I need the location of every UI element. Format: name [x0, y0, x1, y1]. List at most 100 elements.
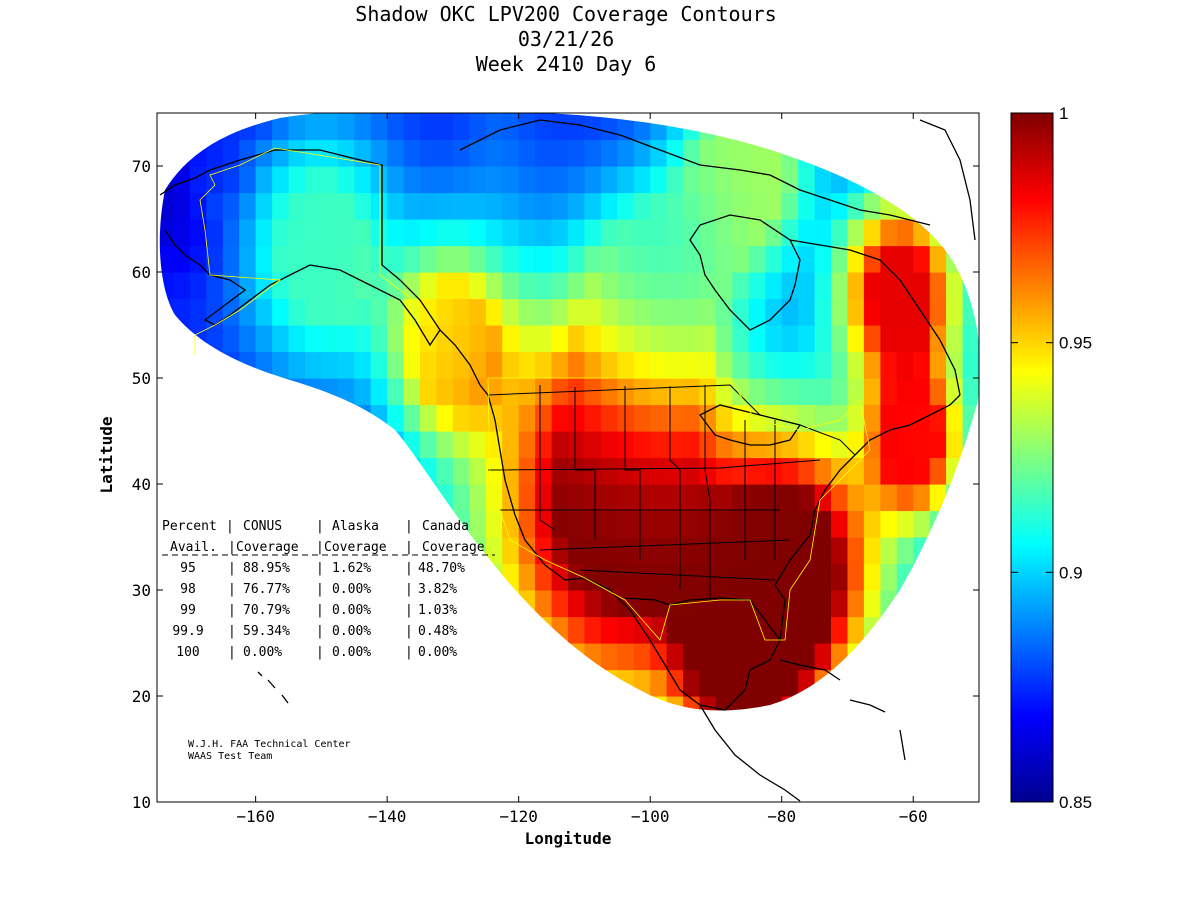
y-tick-label: 70: [132, 157, 151, 176]
table-sep: |: [405, 540, 413, 555]
heatmap-cell: [666, 484, 684, 512]
heatmap-cell: [650, 510, 668, 538]
heatmap-cell: [962, 298, 980, 326]
colorbar-tick-label: 0.9: [1059, 563, 1083, 582]
heatmap-cell: [831, 166, 848, 194]
heatmap-cell: [633, 245, 651, 273]
heatmap-cell: [831, 219, 848, 247]
heatmap-cell: [305, 325, 322, 353]
heatmap-cell: [173, 776, 190, 803]
heatmap-cell: [798, 139, 816, 167]
heatmap-cell: [699, 457, 717, 485]
table-cell-canada: 3.82%: [418, 582, 457, 597]
heatmap-cell: [222, 219, 240, 247]
heatmap-cell: [847, 563, 865, 591]
conus-yellow-boundary: [487, 377, 871, 641]
heatmap-cell: [403, 457, 421, 485]
table-sep: |: [316, 540, 324, 555]
heatmap-cell: [469, 166, 487, 194]
heatmap-cell: [222, 457, 240, 485]
heatmap-cell: [913, 749, 930, 776]
heatmap-cell: [863, 378, 881, 406]
heatmap-cell: [403, 166, 421, 194]
heatmap-cell: [206, 378, 224, 406]
heatmap-cell: [305, 431, 322, 459]
heatmap-cell: [159, 325, 174, 353]
table-subheader-alaska: Coverage: [324, 540, 387, 555]
heatmap-cell: [683, 219, 701, 247]
heatmap-cell: [880, 484, 898, 512]
heatmap-cell: [535, 219, 553, 247]
heatmap-cell: [716, 431, 733, 459]
heatmap-cell: [568, 776, 585, 803]
heatmap-cell: [452, 325, 470, 353]
heatmap-cell: [716, 325, 733, 353]
heatmap-cell: [929, 696, 947, 711]
heatmap-cell: [568, 245, 585, 273]
heatmap-cell: [650, 696, 668, 711]
heatmap-cell: [781, 616, 799, 644]
heatmap-cell: [683, 776, 700, 803]
heatmap-cell: [699, 590, 717, 618]
heatmap-cell: [798, 457, 816, 485]
heatmap-cell: [633, 219, 651, 247]
heatmap-cell: [896, 616, 914, 644]
heatmap-cell: [551, 113, 569, 141]
heatmap-cell: [962, 590, 980, 618]
table-cell-percent: 98: [180, 582, 196, 597]
heatmap-cell: [502, 325, 520, 353]
heatmap-cell: [469, 590, 487, 618]
heatmap-cell: [929, 219, 947, 247]
heatmap-cell: [420, 669, 437, 697]
heatmap-cell: [535, 378, 553, 406]
heatmap-cell: [929, 616, 947, 644]
heatmap-cell: [814, 192, 832, 220]
heatmap-cell: [600, 510, 618, 538]
heatmap-cell: [716, 616, 733, 644]
heatmap-cell: [781, 245, 799, 273]
heatmap-cell: [765, 325, 783, 353]
heatmap-cell: [469, 272, 487, 300]
heatmap-cell: [371, 776, 388, 803]
table-sep: |: [316, 519, 324, 534]
heatmap-cell: [272, 245, 290, 273]
heatmap-cell: [650, 669, 668, 697]
heatmap-cell: [880, 643, 898, 671]
heatmap-cell: [946, 272, 964, 300]
heatmap-cell: [321, 431, 339, 459]
heatmap-cell: [880, 776, 897, 803]
heatmap-cell: [962, 272, 980, 300]
heatmap-cell: [272, 272, 290, 300]
heatmap-cell: [650, 298, 668, 326]
heatmap-cell: [913, 113, 931, 141]
heatmap-cell: [699, 616, 717, 644]
heatmap-cell: [798, 272, 816, 300]
heatmap-cell: [272, 166, 290, 194]
heatmap-cell: [896, 351, 914, 379]
heatmap-cell: [403, 272, 421, 300]
heatmap-cell: [502, 537, 520, 565]
x-tick-label: −160: [236, 807, 275, 826]
heatmap-cell: [650, 378, 668, 406]
heatmap-cell: [831, 431, 848, 459]
heatmap-cell: [551, 325, 569, 353]
x-tick-label: −60: [899, 807, 928, 826]
heatmap-cell: [469, 776, 486, 803]
heatmap-cell: [633, 590, 651, 618]
chart-title-line-3: Week 2410 Day 6: [476, 52, 657, 76]
heatmap-cell: [650, 166, 668, 194]
heatmap-cell: [929, 351, 947, 379]
heatmap-cell: [535, 563, 553, 591]
heatmap-cell: [600, 351, 618, 379]
heatmap-cell: [469, 616, 487, 644]
heatmap-cell: [189, 245, 207, 273]
heatmap-cell: [502, 643, 520, 671]
heatmap-cell: [962, 404, 980, 432]
heatmap-cell: [436, 669, 454, 697]
heatmap-cell: [420, 192, 437, 220]
heatmap-cell: [288, 113, 306, 141]
heatmap-cell: [732, 245, 750, 273]
heatmap-cell: [633, 484, 651, 512]
heatmap-cell: [667, 776, 684, 803]
heatmap-cell: [765, 351, 783, 379]
